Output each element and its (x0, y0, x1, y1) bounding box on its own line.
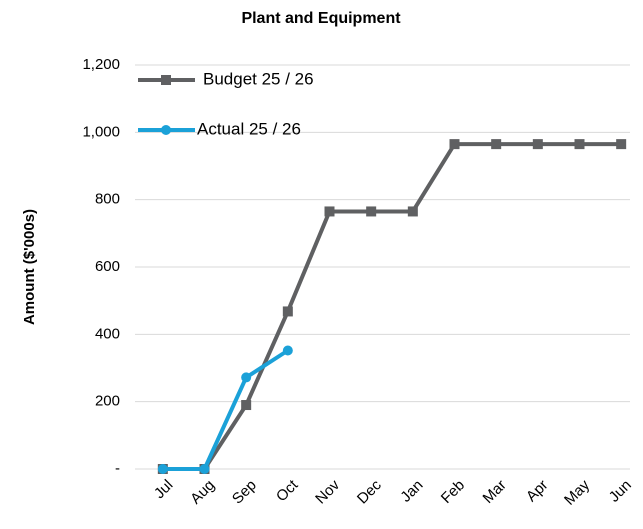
y-tick-label: 1,200 (82, 56, 120, 73)
legend-marker (161, 125, 171, 135)
legend-label: Budget 25 / 26 (203, 69, 314, 88)
data-point (282, 306, 293, 317)
x-tick-label: Jan (397, 477, 426, 506)
x-tick-label: Jun (606, 477, 635, 506)
chart-title: Plant and Equipment (241, 10, 401, 27)
x-tick-label: Nov (312, 476, 343, 507)
data-point (574, 139, 585, 150)
y-tick-label: 800 (95, 191, 120, 208)
data-point (532, 139, 543, 150)
y-tick-label: 400 (95, 325, 120, 342)
series-line (162, 348, 289, 471)
data-point (616, 139, 627, 150)
x-tick-label: Aug (187, 477, 218, 508)
data-point (282, 345, 293, 356)
x-tick-label: Jul (151, 477, 177, 503)
y-tick-label: 600 (95, 258, 120, 275)
data-point (449, 139, 460, 150)
x-tick-label: Dec (354, 476, 385, 507)
legend-marker (161, 75, 171, 85)
x-tick-label: Feb (438, 477, 468, 507)
x-tick-label: Mar (480, 477, 510, 507)
x-tick-label: May (561, 476, 593, 508)
x-tick-label: Sep (229, 477, 260, 508)
y-tick-label: 1,000 (82, 123, 120, 140)
series-line (162, 142, 622, 471)
y-tick-label: - (115, 460, 120, 477)
x-tick-label: Apr (523, 477, 552, 506)
data-point (241, 400, 252, 411)
legend-label: Actual 25 / 26 (197, 119, 301, 138)
data-point (366, 206, 377, 217)
data-point (491, 139, 502, 150)
y-axis-label: Amount ($'000s) (21, 209, 38, 325)
x-tick-label: Oct (273, 476, 302, 505)
data-point (199, 464, 210, 474)
y-tick-label: 200 (95, 393, 120, 410)
data-point (407, 206, 418, 217)
data-point (324, 206, 335, 217)
data-point (241, 372, 252, 383)
data-point (157, 464, 168, 474)
